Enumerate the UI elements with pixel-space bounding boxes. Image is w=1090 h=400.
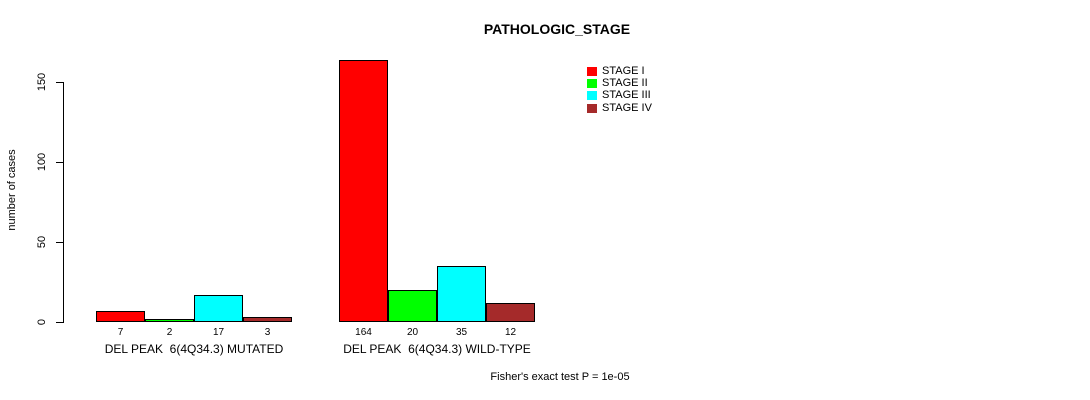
bar-stage-iv [243,317,292,322]
legend-swatch-icon [587,91,597,101]
bar-stage-iv [486,303,535,322]
legend-swatch-icon [587,66,597,76]
bar-stage-ii [145,319,194,322]
legend-swatch-icon [587,78,597,88]
bar-value-label: 17 [212,327,225,338]
y-axis-tick-label: 50 [36,235,48,249]
legend-entry: STAGE II [587,77,652,89]
x-category-label: DEL PEAK 6(4Q34.3) MUTATED [104,342,284,356]
y-axis-tick-label: 0 [36,318,48,326]
y-axis-title: number of cases [6,149,18,231]
legend-entry: STAGE III [587,90,652,102]
legend-entry: STAGE IV [587,102,652,114]
y-axis-tick [56,242,63,243]
y-axis-line [63,82,64,323]
bar-value-label: 164 [355,327,372,338]
footnote-text: Fisher's exact test P = 1e-05 [490,371,630,383]
legend-label: STAGE IV [602,101,652,114]
bar-stage-i [96,311,145,322]
bar-value-label: 20 [406,327,419,338]
y-axis-tick [56,322,63,323]
y-axis-tick-label: 150 [36,72,48,92]
legend-label: STAGE II [602,76,648,89]
bar-value-label: 2 [166,327,173,338]
bar-value-label: 7 [117,327,124,338]
legend: STAGE I STAGE II STAGE III STAGE IV [587,65,652,114]
y-axis-tick [56,82,63,83]
x-category-label: DEL PEAK 6(4Q34.3) WILD-TYPE [343,342,531,356]
bar-stage-iii [437,266,486,322]
bar-stage-i [339,60,388,322]
bar-value-label: 12 [504,327,517,338]
bar-stage-iii [194,295,243,322]
legend-label: STAGE I [602,64,645,77]
y-axis-tick-label: 100 [36,152,48,172]
chart-title: PATHOLOGIC_STAGE [483,21,631,37]
y-axis-tick [56,162,63,163]
legend-label: STAGE III [602,89,651,102]
bar-value-label: 3 [264,327,271,338]
legend-entry: STAGE I [587,65,652,77]
legend-swatch-icon [587,103,597,113]
bar-value-label: 35 [455,327,468,338]
bar-stage-ii [388,290,437,322]
